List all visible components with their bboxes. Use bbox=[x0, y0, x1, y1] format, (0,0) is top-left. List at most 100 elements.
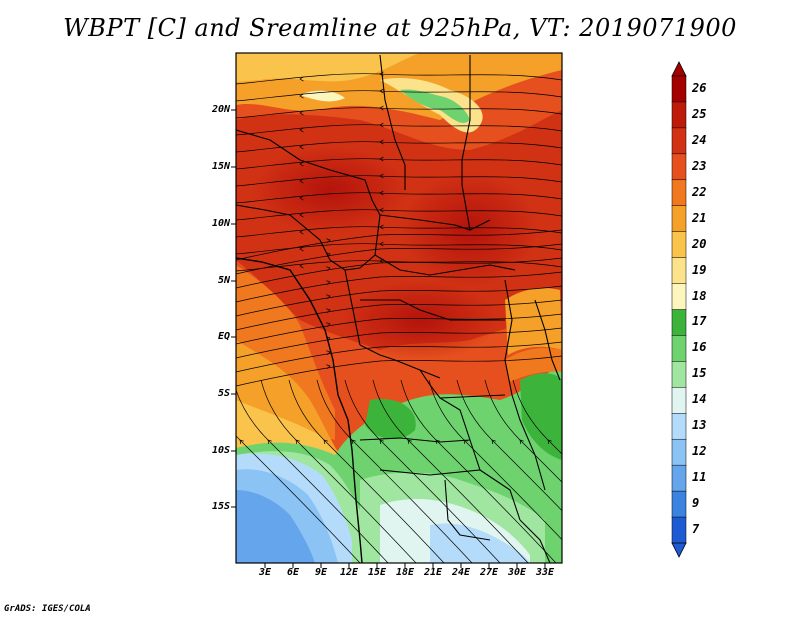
streamline-arrow bbox=[299, 110, 304, 116]
streamline bbox=[236, 285, 562, 317]
lat-label-10s: 10S bbox=[211, 445, 230, 456]
colorbar-swatch bbox=[671, 464, 687, 492]
colorbar-label: 15 bbox=[692, 366, 707, 381]
streamline bbox=[236, 229, 562, 261]
colorbar-bottom-arrow bbox=[671, 542, 687, 558]
streamline-arrow bbox=[326, 350, 331, 355]
colorbar-top-arrow bbox=[671, 61, 687, 77]
streamline-arrow bbox=[491, 439, 496, 444]
country-borders bbox=[236, 54, 561, 563]
streamline-arrow bbox=[299, 212, 304, 218]
streamline-arrow bbox=[299, 178, 304, 184]
colorbar-swatch bbox=[671, 127, 687, 155]
streamline-arrow bbox=[379, 224, 384, 230]
streamline-arrow bbox=[379, 190, 384, 196]
lon-label-30e: 30E bbox=[507, 567, 527, 578]
colorbar-swatch bbox=[671, 438, 687, 466]
lat-label-5s: 5S bbox=[217, 388, 230, 399]
lat-label-10n: 10N bbox=[211, 218, 230, 229]
streamlines bbox=[236, 71, 562, 563]
streamline-arrow bbox=[379, 241, 384, 247]
streamline bbox=[236, 341, 562, 373]
streamline-arrow bbox=[239, 439, 244, 444]
colorbar-label: 16 bbox=[692, 340, 707, 355]
streamline bbox=[260, 379, 417, 563]
streamline-arrow bbox=[379, 207, 384, 213]
streamline-arrow bbox=[326, 294, 331, 299]
colorbar-swatch bbox=[671, 361, 687, 388]
colorbar-label: 17 bbox=[692, 314, 707, 329]
colorbar-label: 24 bbox=[692, 132, 707, 147]
streamline bbox=[236, 435, 361, 563]
colorbar-label: 21 bbox=[692, 210, 707, 225]
streamline-arrow bbox=[519, 439, 524, 444]
lat-label-15s: 15S bbox=[211, 501, 230, 512]
colorbar-label: 11 bbox=[692, 470, 707, 485]
streamline-arrow bbox=[326, 238, 331, 243]
axis-ticks bbox=[231, 109, 546, 568]
lon-label-12e: 12E bbox=[339, 567, 359, 578]
lat-label-5n: 5N bbox=[217, 275, 230, 286]
streamline bbox=[456, 379, 562, 512]
streamline bbox=[236, 327, 562, 359]
colorbar-swatch bbox=[671, 205, 687, 233]
footer-credit: GrADS: IGES/COLA bbox=[4, 604, 91, 614]
streamline bbox=[236, 243, 562, 275]
colorbar-swatch bbox=[671, 231, 687, 259]
streamline-arrow bbox=[435, 439, 440, 444]
colorbar-swatch bbox=[671, 75, 687, 103]
colorbar-swatch bbox=[671, 516, 687, 544]
map-frame bbox=[235, 52, 563, 564]
streamline-arrow bbox=[295, 439, 300, 444]
lon-label-6e: 6E bbox=[286, 567, 300, 578]
streamline-arrow bbox=[299, 161, 304, 167]
streamline-arrow bbox=[299, 229, 304, 235]
lon-label-3e: 3E bbox=[258, 567, 272, 578]
colorbar-swatch bbox=[671, 179, 687, 207]
streamline-arrow bbox=[267, 439, 272, 444]
streamline-arrow bbox=[407, 439, 412, 444]
colorbar-swatch bbox=[671, 335, 687, 362]
colorbar-label: 23 bbox=[692, 158, 707, 173]
lon-label-27e: 27E bbox=[479, 567, 499, 578]
streamline-arrow bbox=[379, 439, 384, 444]
streamline-arrow bbox=[299, 93, 304, 99]
streamline-arrow bbox=[379, 105, 384, 111]
colorbar-label: 25 bbox=[692, 106, 707, 121]
colorbar-label: 7 bbox=[692, 522, 700, 537]
colorbar-label: 12 bbox=[692, 444, 707, 459]
colorbar-label: 26 bbox=[692, 80, 707, 95]
streamline bbox=[512, 379, 562, 455]
streamline-arrow bbox=[299, 76, 304, 82]
colorbar-swatch bbox=[671, 309, 687, 336]
streamline-arrow bbox=[326, 266, 331, 271]
streamline bbox=[236, 313, 562, 345]
lon-label-18e: 18E bbox=[395, 567, 415, 578]
streamline-arrow bbox=[299, 127, 304, 133]
streamline-arrow bbox=[299, 246, 304, 252]
colorbar-label: 13 bbox=[692, 418, 707, 433]
streamline bbox=[344, 379, 501, 563]
temperature-field bbox=[236, 53, 562, 563]
streamline-arrow bbox=[326, 280, 331, 285]
streamline bbox=[288, 379, 445, 563]
streamline bbox=[400, 379, 557, 563]
streamline bbox=[236, 299, 562, 331]
streamline-arrow bbox=[326, 308, 331, 313]
streamline-arrow bbox=[379, 173, 384, 179]
lat-label-15n: 15N bbox=[211, 161, 230, 172]
streamline-arrow bbox=[299, 263, 304, 269]
lat-label-eq: EQ bbox=[217, 331, 230, 342]
colorbar-swatch bbox=[671, 257, 687, 285]
streamline-arrow bbox=[379, 156, 384, 162]
streamline bbox=[236, 271, 562, 303]
colorbar-swatch bbox=[671, 283, 687, 311]
colorbar-label: 19 bbox=[692, 262, 707, 277]
colorbar-label: 9 bbox=[692, 496, 700, 511]
chart-title: WBPT [C] and Sreamline at 925hPa, VT: 20… bbox=[63, 14, 737, 42]
colorbar-swatch bbox=[671, 413, 687, 440]
streamline bbox=[372, 379, 529, 563]
streamline-arrow bbox=[379, 139, 384, 145]
colorbar-swatch bbox=[671, 153, 687, 181]
